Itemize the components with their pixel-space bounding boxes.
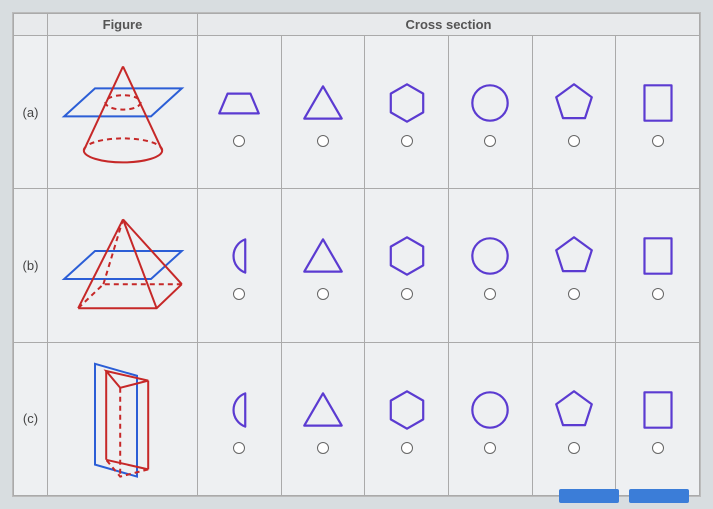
option-radio[interactable] <box>568 288 580 300</box>
option-radio[interactable] <box>484 288 496 300</box>
option-radio[interactable] <box>317 288 329 300</box>
action-buttons <box>559 489 689 503</box>
option-hexagon <box>365 342 449 495</box>
option-radio[interactable] <box>484 135 496 147</box>
option-radio[interactable] <box>317 135 329 147</box>
cross-section-table: Figure Cross section (a)(b)(c) <box>13 13 700 496</box>
option-radio[interactable] <box>401 288 413 300</box>
option-pentagon <box>532 36 616 189</box>
option-radio[interactable] <box>401 135 413 147</box>
option-radio[interactable] <box>484 442 496 454</box>
option-circle <box>448 189 532 342</box>
option-radio[interactable] <box>401 442 413 454</box>
table-row: (c) <box>14 342 700 495</box>
header-blank <box>14 14 48 36</box>
row-label: (b) <box>14 189 48 342</box>
option-triangle <box>281 36 365 189</box>
option-radio[interactable] <box>317 442 329 454</box>
option-circle <box>448 36 532 189</box>
figure-cell <box>48 36 198 189</box>
header-figure: Figure <box>48 14 198 36</box>
row-label: (c) <box>14 342 48 495</box>
table-row: (b) <box>14 189 700 342</box>
option-radio[interactable] <box>568 442 580 454</box>
row-label: (a) <box>14 36 48 189</box>
option-hexagon <box>365 189 449 342</box>
next-button[interactable] <box>629 489 689 503</box>
table-row: (a) <box>14 36 700 189</box>
worksheet: Figure Cross section (a)(b)(c) <box>12 12 701 497</box>
option-trapezoid <box>198 36 282 189</box>
option-circle <box>448 342 532 495</box>
option-rectangle <box>616 189 700 342</box>
option-hexagon <box>365 36 449 189</box>
figure-cell <box>48 342 198 495</box>
figure-cell <box>48 189 198 342</box>
option-radio[interactable] <box>233 288 245 300</box>
option-pentagon <box>532 189 616 342</box>
option-radio[interactable] <box>233 135 245 147</box>
option-pentagon <box>532 342 616 495</box>
option-semicircle <box>198 342 282 495</box>
option-radio[interactable] <box>233 442 245 454</box>
option-radio[interactable] <box>652 135 664 147</box>
option-triangle <box>281 342 365 495</box>
option-radio[interactable] <box>652 288 664 300</box>
option-radio[interactable] <box>568 135 580 147</box>
prev-button[interactable] <box>559 489 619 503</box>
header-cross-section: Cross section <box>198 14 700 36</box>
option-radio[interactable] <box>652 442 664 454</box>
option-triangle <box>281 189 365 342</box>
option-rectangle <box>616 342 700 495</box>
option-semicircle <box>198 189 282 342</box>
option-rectangle <box>616 36 700 189</box>
header-row: Figure Cross section <box>14 14 700 36</box>
